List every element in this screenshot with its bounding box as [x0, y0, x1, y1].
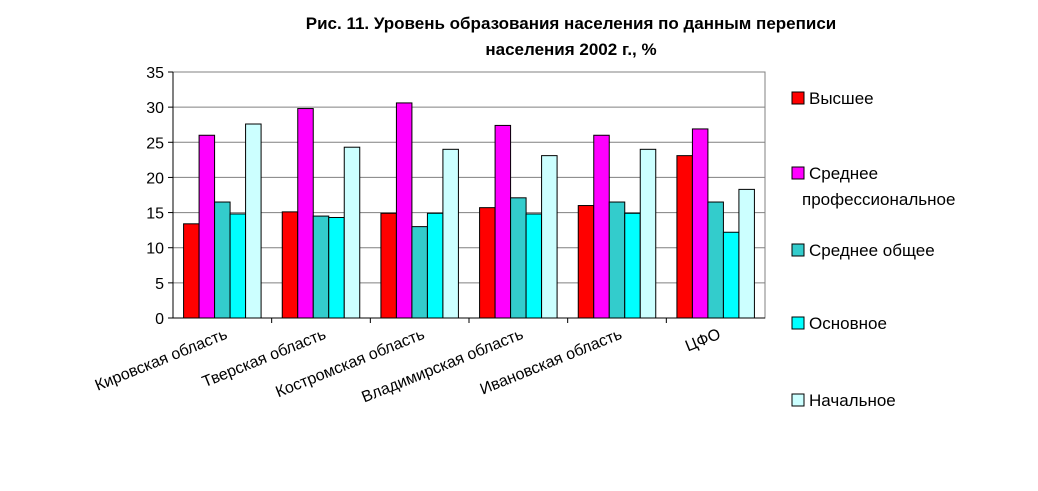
chart-title-line-2: населения 2002 г., % [485, 40, 656, 59]
y-tick-label: 10 [146, 241, 164, 258]
bar [380, 212, 397, 319]
legend-swatch [791, 316, 805, 330]
legend-swatch [791, 243, 805, 257]
bar [214, 201, 231, 319]
chart-title: Рис. 11. Уровень образования населения п… [306, 14, 837, 59]
bar [608, 201, 626, 319]
legend-label: Начальное [809, 391, 896, 410]
bar [525, 213, 543, 319]
legend-swatch [791, 393, 805, 407]
legend-swatch [791, 91, 805, 105]
legend-label: Основное [809, 314, 887, 333]
y-tick-label: 25 [146, 135, 164, 152]
bar [281, 211, 299, 319]
y-tick-label: 30 [146, 100, 164, 117]
bar [297, 108, 314, 319]
gridlines [173, 106, 765, 284]
y-axis: 0 5 10 15 20 25 30 35 [146, 65, 174, 328]
bar [312, 215, 330, 319]
bar [198, 134, 216, 319]
bar [624, 212, 641, 319]
plot-area [172, 71, 766, 319]
bar [541, 155, 558, 319]
bar [183, 223, 200, 319]
y-tick-label: 5 [155, 276, 164, 293]
legend-label: Среднее [809, 164, 878, 183]
x-category-label: Владимирская область [359, 326, 525, 406]
chart-title-line-1: Рис. 11. Уровень образования населения п… [306, 14, 837, 33]
legend-label: Высшее [809, 89, 874, 108]
y-tick-label: 0 [155, 311, 164, 328]
bar [577, 205, 595, 319]
bars [183, 102, 755, 319]
bar [691, 128, 709, 319]
bar [707, 201, 724, 319]
bar [676, 155, 693, 319]
x-category-label: ЦФО [683, 326, 723, 355]
bar [510, 197, 527, 319]
bar [479, 207, 496, 319]
bar [328, 216, 345, 319]
bar [593, 134, 610, 319]
y-tick-label: 20 [146, 170, 164, 187]
bar [229, 213, 247, 319]
legend-label: профессиональное [802, 190, 955, 209]
y-tick-label: 35 [146, 65, 164, 82]
bar [639, 148, 657, 319]
y-tick-label: 15 [146, 206, 164, 223]
bar [343, 146, 361, 319]
bar [395, 102, 413, 319]
bar [426, 212, 444, 319]
bar [738, 188, 755, 319]
legend: Высшее Среднее профессиональное Среднее общ… [791, 89, 955, 410]
bar [494, 124, 512, 319]
legend-label: Среднее общее [809, 241, 935, 260]
bar [411, 226, 428, 319]
bar [245, 123, 262, 319]
legend-swatch [791, 166, 805, 180]
bar [722, 231, 740, 319]
bar [442, 148, 459, 319]
